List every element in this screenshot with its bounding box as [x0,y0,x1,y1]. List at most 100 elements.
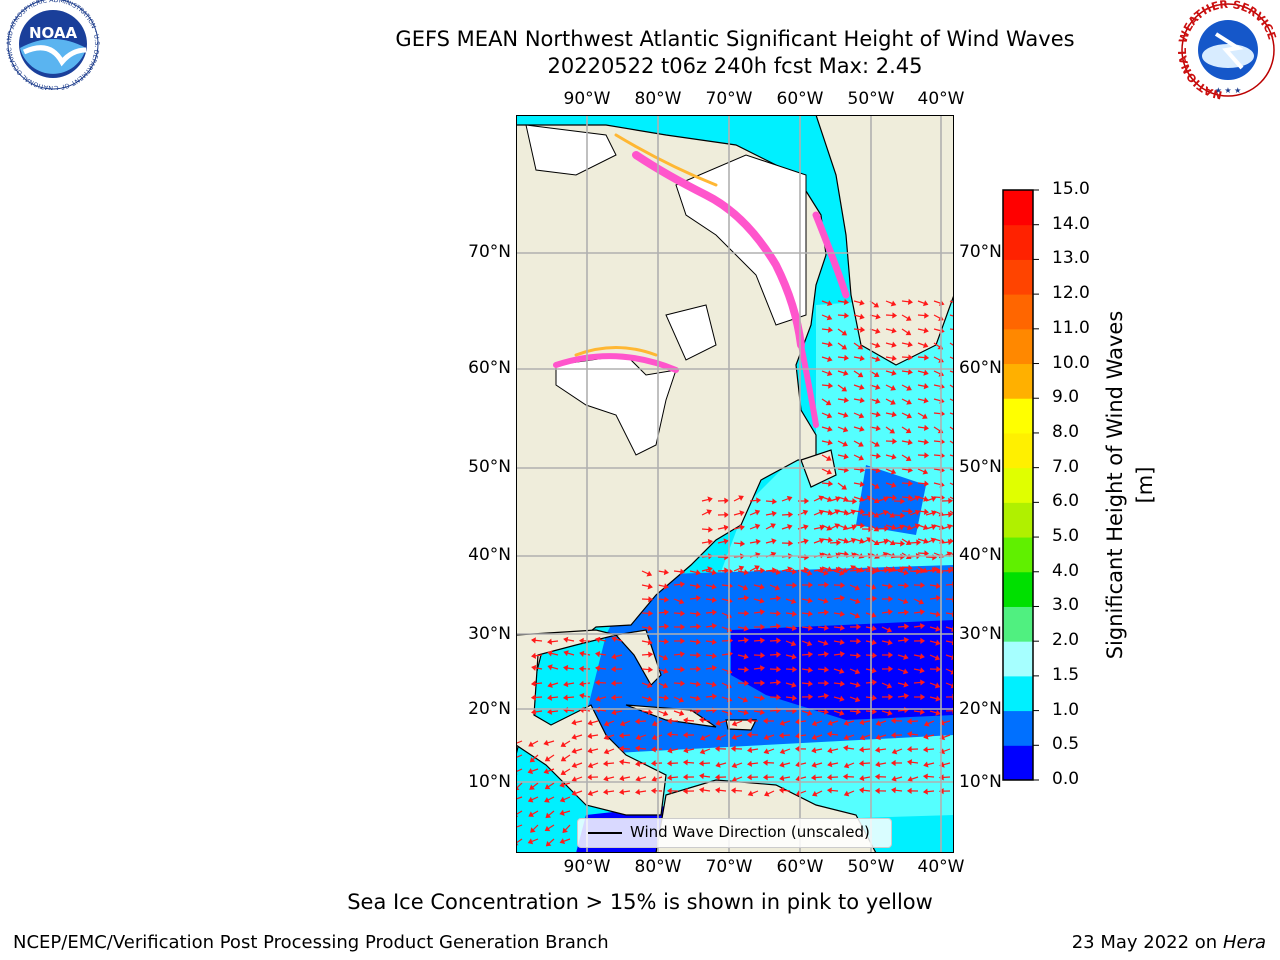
wind-wave-arrowhead [888,567,894,574]
colorbar-tick-label: 11.0 [1052,317,1090,338]
wind-wave-arrowhead [872,652,878,659]
wind-wave-arrowhead [839,668,845,674]
wind-wave-arrowhead [743,625,749,632]
wind-wave-arrowhead [759,597,765,604]
noaa-logo-text: NOAA [29,24,78,42]
wind-wave-arrowhead [699,748,706,755]
wind-wave-arrowhead [922,788,928,795]
wind-wave-arrowhead [889,539,896,546]
lon-label-bottom: 50°W [847,857,895,877]
colorbar-segment [1003,537,1033,573]
wind-wave-arrowhead [931,495,937,502]
wind-wave-arrowhead [872,568,878,575]
wind-wave-arrowhead [924,480,929,487]
wind-wave-arrowhead [646,570,653,577]
host-name: Hera [1222,932,1266,953]
wind-wave-arrowhead [790,598,797,605]
wind-wave-arrowhead [807,610,813,617]
wind-wave-arrow [945,569,954,572]
colorbar-segment [1003,641,1033,677]
wind-wave-arrowhead [666,717,672,725]
wind-wave-arrowhead [825,399,832,406]
map-subtitle: 20220522 t06z 240h fcst Max: 2.45 [547,54,923,78]
wind-wave-arrowhead [808,651,814,658]
wind-wave-arrowhead [571,719,577,726]
wind-wave-arrowhead [918,598,924,605]
wind-wave-arrowhead [828,382,834,389]
wind-wave-arrowhead [812,790,818,797]
wind-wave-arrowhead [776,679,782,686]
wind-wave-arrowhead [935,611,941,618]
wind-wave-arrowhead [843,298,849,306]
wind-wave-arrowhead [826,370,833,377]
wind-wave-arrowhead [843,453,849,460]
wind-wave-arrowhead [650,787,656,794]
wind-wave-arrowhead [824,581,830,588]
wind-wave-arrowhead [794,745,800,753]
wind-wave-arrowhead [651,720,658,727]
wind-wave-arrowhead [924,452,930,459]
wind-wave-arrow [949,342,954,347]
wind-wave-arrowhead [663,694,669,701]
wind-wave-arrowhead [664,638,670,645]
wind-wave-arrowhead [739,524,745,531]
wind-wave-arrowhead [884,525,890,532]
wind-wave-arrowhead [759,608,765,616]
wind-wave-arrowhead [946,551,953,558]
wind-wave-arrowhead [776,610,782,617]
wind-wave-arrowhead [875,384,881,390]
lat-label-right: 30°N [959,624,1002,644]
wind-wave-arrowhead [936,666,942,673]
wind-wave-arrowhead [843,744,849,752]
wind-wave-arrowhead [544,756,551,762]
wind-wave-arrowhead [529,756,536,763]
wind-wave-arrowhead [859,355,865,362]
wind-wave-arrowhead [680,623,686,631]
wind-wave-arrowhead [579,680,585,687]
wind-wave-arrowhead [891,453,897,460]
wind-wave-arrowhead [839,639,845,646]
wind-wave-arrowhead [760,623,766,631]
wind-wave-arrowhead [712,693,718,700]
wind-wave-arrowhead [858,760,864,767]
wind-wave-arrowhead [699,734,706,741]
wind-wave-arrowhead [778,787,784,794]
lon-label-bottom: 60°W [776,857,824,877]
wind-wave-arrowhead [747,790,754,797]
wind-wave-arrowhead [923,495,929,502]
wind-wave-arrowhead [619,759,625,766]
wind-wave-arrowhead [923,397,929,404]
wind-wave-arrowhead [803,566,809,574]
wind-wave-arrowhead [707,496,713,503]
wind-wave-arrowhead [873,371,880,378]
wind-wave-arrowhead [827,719,833,726]
lat-label-right: 40°N [959,545,1002,565]
wind-wave-arrowhead [827,747,833,754]
wind-wave-arrowhead [594,679,600,686]
wind-wave-arrowhead [839,595,845,602]
wind-wave-arrowhead [760,652,766,659]
wind-wave-arrowhead [682,773,688,781]
wind-wave-arrowhead [788,540,794,547]
wind-wave-arrowhead [731,762,738,769]
wind-wave-arrowhead [618,732,624,739]
wind-wave-arrowhead [904,623,910,630]
wind-wave-arrowhead [740,540,746,547]
wind-wave-arrowhead [875,452,881,459]
wind-wave-arrowhead [795,761,801,768]
wind-wave-arrowhead [531,664,537,671]
wind-wave-arrowhead [818,537,825,544]
wind-wave-arrowhead [682,759,688,766]
wind-wave-arrowhead [892,312,898,319]
wind-wave-arrowhead [839,695,845,702]
wind-wave-arrowhead [544,783,551,790]
wind-wave-arrowhead [902,668,909,675]
wind-wave-arrowhead [841,330,848,336]
wind-wave-arrowhead [650,760,656,767]
map-legend: Wind Wave Direction (unscaled) [577,818,892,848]
sea-ice-edge [632,151,805,349]
wind-wave-arrowhead [695,610,701,617]
wind-wave-arrowhead [742,696,749,703]
wind-wave-arrow [949,300,954,304]
wind-wave-arrowhead [875,328,881,334]
